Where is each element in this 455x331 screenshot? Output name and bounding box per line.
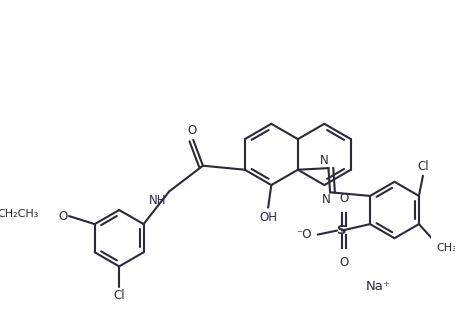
Text: O: O <box>338 192 347 205</box>
Text: Na⁺: Na⁺ <box>365 280 390 293</box>
Text: Cl: Cl <box>113 289 125 302</box>
Text: O: O <box>187 124 196 137</box>
Text: S: S <box>336 224 346 237</box>
Text: ⁻O: ⁻O <box>295 228 311 241</box>
Text: OH: OH <box>258 211 277 224</box>
Text: N: N <box>321 193 330 206</box>
Text: NH: NH <box>149 194 167 207</box>
Text: N: N <box>319 154 328 167</box>
Text: Cl: Cl <box>416 160 428 172</box>
Text: O: O <box>58 210 67 222</box>
Text: CH₃: CH₃ <box>436 243 455 254</box>
Text: CH₂CH₃: CH₂CH₃ <box>0 209 39 219</box>
Text: O: O <box>338 256 347 269</box>
